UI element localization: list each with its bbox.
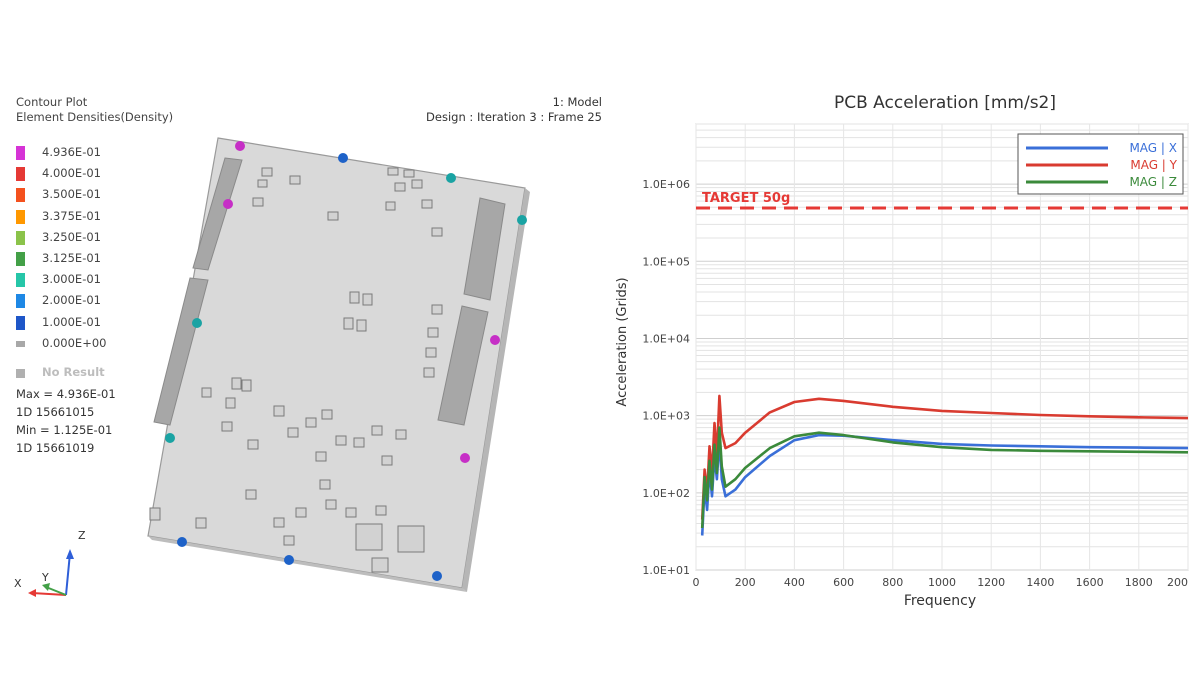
legend-series-label: MAG | Z	[1129, 175, 1177, 189]
legend-swatch	[16, 252, 25, 266]
mount-point	[165, 433, 175, 443]
y-tick-label: 1.0E+02	[642, 487, 690, 500]
axis-triad: Z X Y	[14, 529, 86, 597]
legend-swatch	[16, 146, 25, 160]
legend-value-label: 2.000E-01	[42, 293, 101, 308]
pcb-board-edge-bottom	[148, 536, 467, 592]
y-tick-label: 1.0E+04	[642, 332, 690, 345]
legend-series-label: MAG | X	[1129, 141, 1177, 155]
x-tick-label: 600	[833, 576, 854, 589]
x-tick-label: 1600	[1076, 576, 1104, 589]
legend-value-label: 1.000E-01	[42, 314, 101, 329]
contour-legend: Contour Plot Element Densities(Density) …	[16, 95, 174, 455]
legend-swatch	[16, 188, 25, 203]
max-value: Max = 4.936E-01	[16, 387, 116, 401]
x-tick-label: 200	[1167, 576, 1188, 589]
mount-point	[446, 173, 456, 183]
legend-swatch	[16, 294, 25, 309]
legend-swatch	[16, 167, 25, 182]
mount-point	[338, 153, 348, 163]
triad-x-label: X	[14, 577, 22, 590]
y-tick-label: 1.0E+05	[642, 255, 690, 268]
mount-point	[490, 335, 500, 345]
mount-point	[223, 199, 233, 209]
y-axis-label: Acceleration (Grids)	[615, 277, 630, 406]
legend-value-label: 3.125E-01	[42, 251, 101, 265]
legend-swatch	[16, 209, 25, 224]
triad-z-label: Z	[78, 529, 86, 542]
x-axis-label: Frequency	[904, 593, 976, 609]
connector-right-top	[463, 197, 506, 301]
legend-value-label: 4.936E-01	[42, 145, 101, 159]
triad-y-label: Y	[41, 571, 49, 584]
contour-view[interactable]: Contour Plot Element Densities(Density) …	[0, 80, 610, 610]
x-tick-label: 400	[784, 576, 805, 589]
x-tick-label: 800	[882, 576, 903, 589]
acceleration-chart-panel: PCB Acceleration [mm/s2] 1.0E+01 1.0E+02 1…	[610, 80, 1200, 620]
x-tick-label: 1800	[1125, 576, 1153, 589]
no-result-swatch	[16, 369, 25, 378]
mount-point	[192, 318, 202, 328]
mount-points	[165, 141, 527, 581]
pcb-components	[149, 167, 443, 573]
y-tick-label: 1.0E+06	[642, 178, 690, 191]
mount-point	[235, 141, 245, 151]
acceleration-chart[interactable]: PCB Acceleration [mm/s2] 1.0E+01 1.0E+02 1…	[610, 80, 1200, 620]
legend-swatch	[16, 230, 25, 245]
model-info: 1: Model Design : Iteration 3 : Frame 25	[426, 95, 602, 125]
model-name: 1: Model	[552, 95, 602, 109]
mount-point	[460, 453, 470, 463]
pcb-board-edge	[462, 188, 530, 592]
x-tick-label: 1000	[928, 576, 956, 589]
legend-title: Contour Plot	[16, 95, 88, 109]
legend-value-label: 3.375E-01	[42, 208, 101, 223]
target-label: TARGET 50g	[702, 191, 790, 206]
legend-value-label: 3.000E-01	[42, 272, 101, 287]
y-tick-label: 1.0E+01	[642, 564, 690, 577]
series-line-magy	[700, 394, 1189, 520]
legend-swatch	[16, 340, 25, 347]
legend-value-label: 0.000E+00	[42, 335, 107, 350]
legend-swatch	[16, 315, 25, 330]
series-line-magz	[700, 426, 1189, 529]
x-tick-label: 0	[693, 576, 700, 589]
min-element: 1D 15661019	[16, 441, 95, 455]
connector-left-top	[192, 157, 243, 271]
min-value: Min = 1.125E-01	[16, 423, 113, 437]
pcb-model[interactable]	[0, 80, 610, 610]
mount-point	[284, 555, 294, 565]
mount-point	[177, 537, 187, 547]
legend-swatch	[16, 273, 25, 288]
max-element: 1D 15661015	[16, 405, 95, 419]
x-tick-label: 1400	[1026, 576, 1054, 589]
no-result-label: No Result	[42, 365, 105, 379]
legend-value-label: 4.000E-01	[42, 166, 101, 181]
contour-stats: Max = 4.936E-01 1D 15661015 Min = 1.125E…	[16, 385, 116, 457]
x-tick-label: 200	[735, 576, 756, 589]
legend-value-label: 3.250E-01	[42, 229, 101, 244]
chart-title: PCB Acceleration [mm/s2]	[834, 93, 1056, 113]
legend-subtitle: Element Densities(Density)	[16, 110, 174, 124]
mount-point	[517, 215, 527, 225]
y-tick-label: 1.0E+03	[642, 410, 690, 423]
connector-left-bottom	[153, 277, 209, 426]
legend-series-label: MAG | Y	[1130, 158, 1177, 172]
connector-right-bottom	[437, 305, 489, 426]
legend-value-label: 3.500E-01	[42, 187, 101, 202]
mount-point	[432, 571, 442, 581]
design-iteration: Design : Iteration 3 : Frame 25	[426, 110, 602, 124]
x-tick-label: 1200	[977, 576, 1005, 589]
